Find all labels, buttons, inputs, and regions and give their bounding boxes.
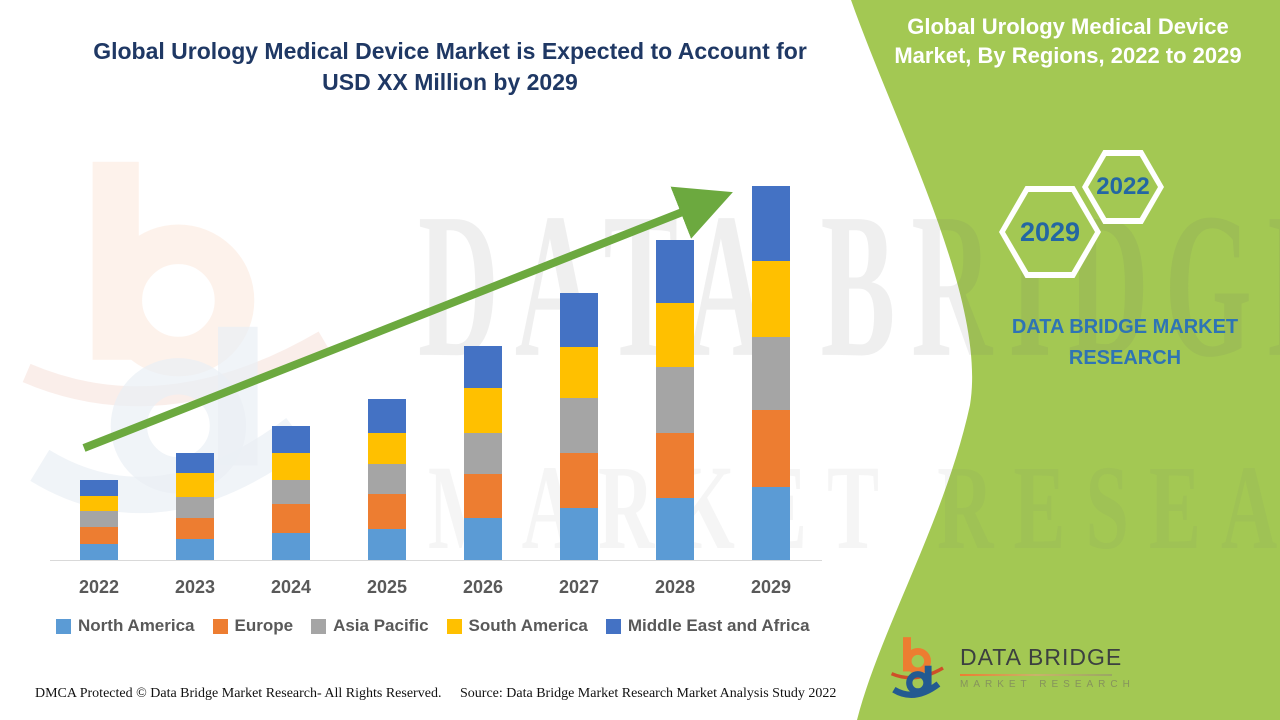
x-axis-label-2024: 2024	[270, 577, 312, 597]
chart-legend: North America Europe Asia Pacific South Ame…	[56, 616, 836, 636]
bar-segment-2022-europe	[80, 527, 118, 544]
bar-segment-2028-middle-east-and-africa	[656, 240, 694, 303]
x-axis-label-2022: 2022	[78, 577, 120, 597]
x-axis-label-2028: 2028	[654, 577, 696, 597]
bar-segment-2026-south-america	[464, 388, 502, 433]
bar-segment-2027-south-america	[560, 347, 598, 398]
legend-label-middle-east-and-africa: Middle East and Africa	[627, 616, 810, 635]
bar-segment-2028-europe	[656, 433, 694, 498]
page-title-line-2: USD XX Million by 2029	[322, 69, 578, 96]
bar-segment-2022-south-america	[80, 496, 118, 511]
bar-segment-2027-europe	[560, 453, 598, 508]
hexagon-2029-label: 2029	[1019, 216, 1081, 247]
hexagon-2029: 2029	[999, 186, 1101, 278]
bar-segment-2025-north-america	[368, 529, 406, 560]
bar-segment-2022-north-america	[80, 544, 118, 560]
trend-arrow-line	[82, 186, 733, 452]
legend-label-europe: Europe	[234, 616, 294, 635]
legend-swatch-europe	[212, 618, 228, 634]
bar-segment-2022-asia-pacific	[80, 511, 118, 527]
green-panel-shape	[851, 0, 1280, 720]
bar-segment-2023-asia-pacific	[176, 497, 214, 518]
legend-swatch-asia-pacific	[311, 618, 327, 634]
legend-label-asia-pacific: Asia Pacific	[333, 616, 429, 635]
bar-segment-2029-south-america	[752, 261, 790, 337]
logo-title: DATA BRIDGE	[960, 644, 1123, 670]
bar-segment-2027-asia-pacific	[560, 398, 598, 453]
legend-item-asia-pacific: Asia Pacific	[311, 616, 429, 636]
bar-segment-2027-middle-east-and-africa	[560, 293, 598, 347]
legend-swatch-north-america	[56, 618, 71, 634]
legend-label-north-america: North America	[78, 616, 195, 635]
side-panel-title: Global Urology Medical Device Market, By…	[868, 13, 1268, 70]
bar-segment-2026-europe	[464, 474, 502, 518]
legend-swatch-middle-east-and-africa	[605, 618, 621, 634]
x-axis-label-2029: 2029	[750, 577, 792, 597]
brand-name-text: DATA BRIDGE MARKET RESEARCH	[985, 312, 1265, 374]
bar-segment-2024-north-america	[272, 533, 310, 560]
bar-segment-2023-north-america	[176, 539, 214, 560]
hexagon-2022: 2022	[1082, 150, 1164, 224]
bar-segment-2025-asia-pacific	[368, 464, 406, 494]
bar-segment-2023-south-america	[176, 473, 214, 497]
legend-swatch-south-america	[446, 618, 462, 634]
x-axis-label-2026: 2026	[462, 577, 504, 597]
data-bridge-logo: DATA BRIDGE MARKET RESEARCH	[890, 636, 1135, 700]
bar-segment-2028-north-america	[656, 498, 694, 560]
bar-segment-2024-south-america	[272, 453, 310, 480]
x-axis-label-2027: 2027	[558, 577, 600, 597]
hexagon-2022-label: 2022	[1096, 173, 1150, 200]
side-panel-title-line-2: Market, By Regions, 2022 to 2029	[894, 42, 1242, 68]
bar-segment-2025-middle-east-and-africa	[368, 399, 406, 433]
logo-underline	[960, 674, 1112, 676]
bar-segment-2023-middle-east-and-africa	[176, 453, 214, 473]
bar-segment-2028-asia-pacific	[656, 367, 694, 433]
x-axis-label-2023: 2023	[174, 577, 216, 597]
legend-label-south-america: South America	[468, 616, 588, 635]
footer-dmca-text: DMCA Protected © Data Bridge Market Rese…	[35, 686, 442, 701]
bar-segment-2028-south-america	[656, 303, 694, 367]
page-title: Global Urology Medical Device Market is …	[45, 36, 855, 98]
bar-segment-2024-asia-pacific	[272, 480, 310, 504]
bar-segment-2023-europe	[176, 518, 214, 539]
side-panel-title-line-1: Global Urology Medical Device	[907, 14, 1229, 39]
logo-subtitle: MARKET RESEARCH	[960, 679, 1135, 690]
bar-segment-2024-middle-east-and-africa	[272, 426, 310, 453]
x-axis-line	[50, 560, 822, 561]
data-bridge-logo-icon	[890, 637, 944, 698]
bar-segment-2026-middle-east-and-africa	[464, 346, 502, 388]
x-axis-label-2025: 2025	[366, 577, 408, 597]
bar-segment-2026-north-america	[464, 518, 502, 560]
legend-item-north-america: North America	[56, 616, 195, 636]
bar-segment-2029-asia-pacific	[752, 337, 790, 410]
page-title-line-1: Global Urology Medical Device Market is …	[93, 38, 807, 64]
bar-segment-2022-middle-east-and-africa	[80, 480, 118, 496]
bar-segment-2024-europe	[272, 504, 310, 533]
footer-source-text: Source: Data Bridge Market Research Mark…	[460, 686, 837, 701]
legend-item-middle-east-and-africa: Middle East and Africa	[605, 616, 810, 636]
brand-name-line-1: DATA BRIDGE MARKET	[1011, 316, 1239, 338]
bar-segment-2026-asia-pacific	[464, 433, 502, 474]
legend-item-europe: Europe	[212, 616, 294, 636]
bar-segment-2025-europe	[368, 494, 406, 529]
bar-segment-2027-north-america	[560, 508, 598, 560]
bar-segment-2025-south-america	[368, 433, 406, 464]
brand-name-line-2: RESEARCH	[1068, 347, 1182, 369]
bar-segment-2029-north-america	[752, 487, 790, 560]
bar-segment-2029-middle-east-and-africa	[752, 186, 790, 261]
legend-item-south-america: South America	[446, 616, 588, 636]
logo-text-block: DATA BRIDGE MARKET RESEARCH	[960, 636, 1135, 690]
bar-segment-2029-europe	[752, 410, 790, 487]
